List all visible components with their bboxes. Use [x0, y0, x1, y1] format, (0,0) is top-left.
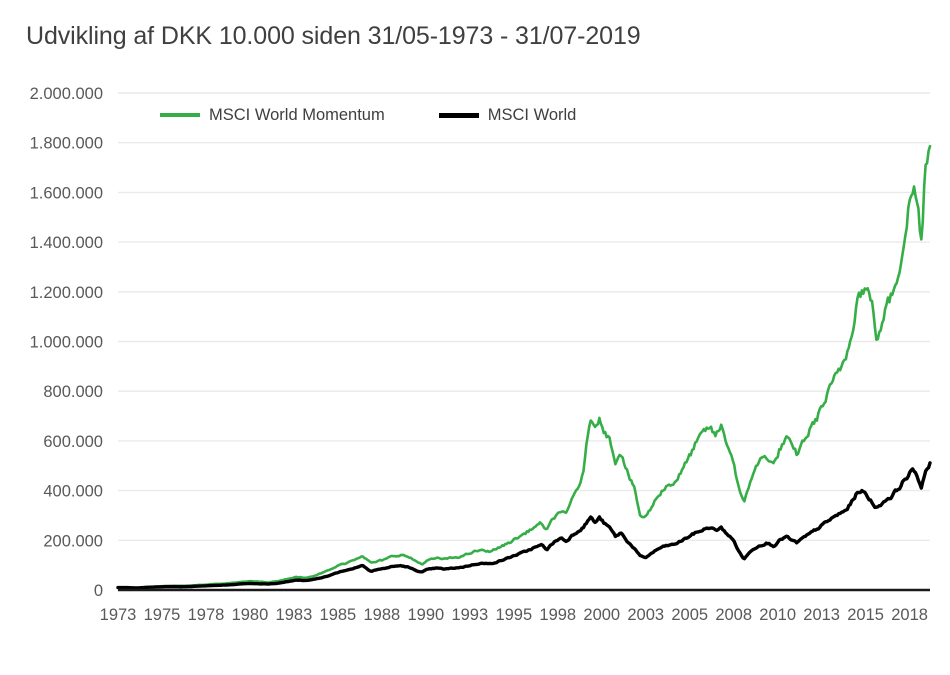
xtick-labels-group: 1973 1975 1978 1980 1983 1985 1988 1990 1993 1995…: [100, 606, 928, 624]
xtick-label: 2018: [891, 606, 928, 624]
series-line-momentum: [116, 144, 932, 589]
ytick-label: 1.200.000: [30, 284, 103, 302]
ytick-label: 1.400.000: [30, 234, 103, 252]
chart-title: Udvikling af DKK 10.000 siden 31/05-1973…: [26, 22, 641, 50]
xtick-label: 1975: [144, 606, 181, 624]
ytick-label: 600.000: [43, 433, 103, 451]
gridlines-group: [118, 92, 930, 541]
ytick-label: 1.600.000: [30, 184, 103, 202]
legend-item-world[interactable]: MSCI World: [438, 106, 577, 124]
series-line-world: [116, 461, 932, 590]
ytick-labels-group: 0 200.000 400.000 600.000 800.000 1.000.000 1.…: [30, 85, 103, 600]
xtick-label: 1988: [364, 606, 401, 624]
legend-label-world: MSCI World: [487, 106, 577, 124]
xtick-label: 2010: [759, 606, 796, 624]
series-group: [116, 144, 932, 590]
ytick-label: 1.000.000: [30, 334, 103, 352]
legend-swatch-world-icon: [438, 112, 479, 118]
xtick-label: 2000: [583, 606, 620, 624]
legend-label-momentum: MSCI World Momentum: [209, 106, 385, 124]
ytick-label: 2.000.000: [30, 85, 103, 103]
xtick-label: 2003: [627, 606, 664, 624]
chart-legend: MSCI World Momentum MSCI World: [160, 107, 576, 124]
xtick-label: 2005: [671, 606, 708, 624]
ytick-label: 1.800.000: [30, 135, 103, 153]
xtick-label: 1978: [188, 606, 225, 624]
xtick-label: 2013: [803, 606, 840, 624]
legend-item-momentum[interactable]: MSCI World Momentum: [160, 107, 385, 124]
xtick-label: 1993: [451, 606, 488, 624]
legend-swatch-momentum-icon: [160, 113, 200, 118]
xtick-label: 1985: [320, 606, 357, 624]
ytick-label: 0: [94, 582, 103, 600]
xtick-label: 1980: [232, 606, 269, 624]
ytick-label: 400.000: [43, 483, 103, 501]
xtick-label: 1983: [276, 606, 313, 624]
xtick-label: 2015: [847, 606, 884, 624]
xtick-label: 1973: [100, 606, 137, 624]
xtick-label: 2008: [715, 606, 752, 624]
xtick-label: 1990: [407, 606, 444, 624]
xtick-label: 1998: [539, 606, 576, 624]
ytick-label: 800.000: [43, 383, 103, 401]
xtick-label: 1995: [495, 606, 532, 624]
ytick-label: 200.000: [43, 532, 103, 550]
